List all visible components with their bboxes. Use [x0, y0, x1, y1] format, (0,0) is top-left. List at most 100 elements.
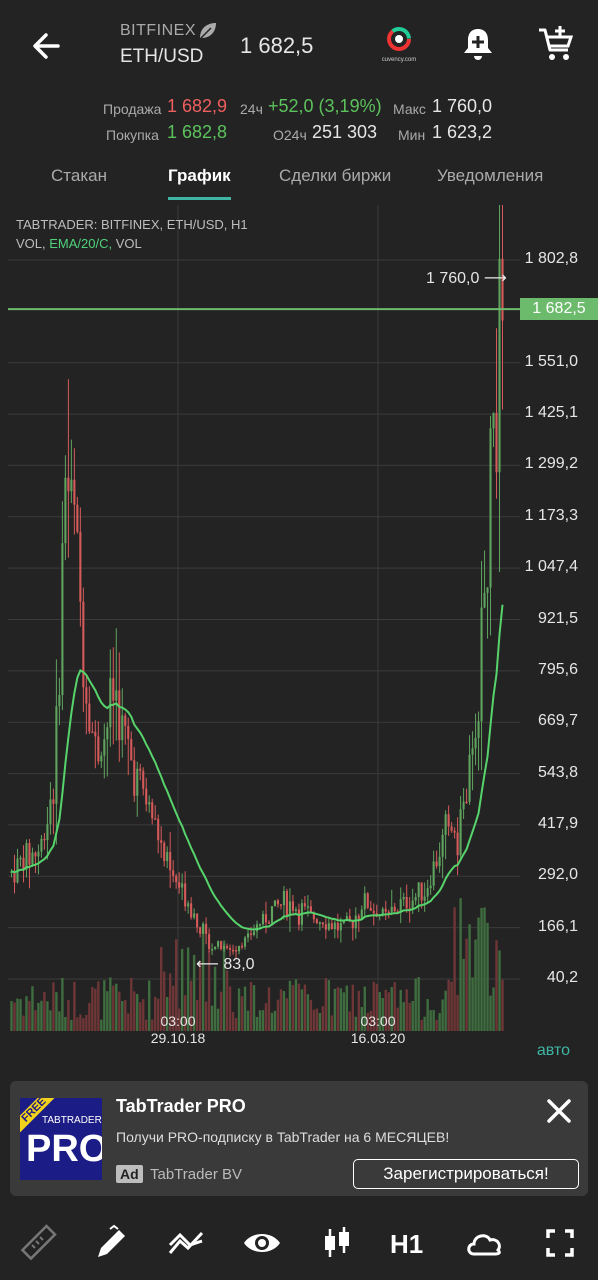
candle-body: [67, 477, 70, 492]
cuvency-logo[interactable]: cuvency.com: [378, 24, 420, 66]
volume-bar: [186, 947, 190, 1031]
y-tick-label: 1 173,3: [524, 506, 578, 524]
volume-bar: [213, 966, 217, 1031]
volume-bar: [486, 922, 489, 1031]
close-icon[interactable]: [543, 1095, 575, 1127]
candle-body: [480, 607, 483, 722]
y-tick-label: 921,5: [537, 609, 578, 627]
volume-bar: [79, 1014, 82, 1031]
cuvency-logo-icon: cuvency.com: [382, 27, 416, 63]
ad-banner[interactable]: FREE TABTRADER PRO TabTrader PRO Получи …: [10, 1081, 588, 1196]
candle-body: [184, 883, 187, 907]
exchange-name[interactable]: BITFINEX: [120, 22, 197, 39]
volume-bar: [261, 1010, 265, 1031]
auto-scale-button[interactable]: авто: [536, 1042, 570, 1059]
volume-bar: [58, 1011, 61, 1031]
min-price-marker: ⟵ 83,0: [196, 956, 255, 973]
volume-bar: [19, 999, 22, 1031]
x-tick-label: 03:00 29.10.18: [138, 1013, 218, 1047]
volume-bar: [459, 898, 462, 1031]
candle-body: [420, 882, 423, 901]
volume-bar: [492, 987, 495, 1031]
volume-bar: [148, 980, 151, 1031]
volume-bar: [327, 980, 331, 1031]
candle-body: [249, 933, 253, 935]
candles-icon[interactable]: [318, 1223, 358, 1263]
volume-bar: [249, 981, 253, 1031]
volume-bar: [387, 992, 390, 1031]
candle-body: [79, 531, 82, 602]
volume-bar: [252, 985, 256, 1031]
pair-name[interactable]: ETH/USD: [120, 46, 204, 67]
volume-bar: [192, 954, 196, 1031]
volume-bar: [165, 996, 169, 1031]
tab-orderbook[interactable]: Стакан: [51, 166, 107, 185]
volume-bar: [189, 980, 193, 1031]
y-tick-label: 1 425,1: [524, 404, 578, 422]
candle-body: [255, 924, 259, 932]
volume-bar: [201, 923, 205, 1031]
volume-bar: [315, 1008, 319, 1031]
candle-body: [226, 946, 229, 949]
candle-body: [61, 543, 64, 696]
candle-body: [190, 903, 193, 918]
add-alert-bell-icon[interactable]: [460, 26, 496, 62]
volume-bar: [40, 1000, 43, 1031]
fullscreen-icon[interactable]: [540, 1223, 580, 1263]
tab-alerts[interactable]: Уведомления: [437, 166, 544, 185]
volume-bar: [498, 950, 501, 1031]
candle-body: [136, 768, 139, 796]
candle-body: [417, 882, 420, 898]
volume-bar: [136, 994, 139, 1031]
pencil-icon[interactable]: [92, 1223, 132, 1263]
y-tick-label: 166,1: [537, 917, 578, 935]
candle-body: [309, 906, 312, 913]
candle-body: [441, 834, 444, 857]
volume-bar: [435, 1019, 438, 1031]
price-chart[interactable]: TABTRADER: BITFINEX, ETH/USD, H1 VOL, EM…: [0, 205, 598, 1075]
candle-body: [157, 818, 160, 841]
volume-bar: [450, 981, 453, 1031]
x-tick-date: 29.10.18: [150, 1030, 206, 1046]
candle-body: [25, 843, 28, 870]
candle-body: [498, 258, 501, 473]
volume-bar: [483, 907, 486, 1031]
ruler-icon[interactable]: [18, 1223, 58, 1263]
chart-canvas[interactable]: [0, 205, 598, 1075]
legend-vol: VOL,: [16, 236, 46, 251]
candle-body: [94, 731, 97, 737]
ad-register-button[interactable]: Зарегистрироваться!: [353, 1159, 579, 1189]
back-arrow-icon[interactable]: [28, 26, 68, 66]
volume-bar: [118, 991, 121, 1031]
volume-bar: [378, 992, 381, 1031]
candle-body: [411, 900, 414, 910]
legend-vol2: VOL: [115, 236, 142, 251]
volume-bar: [330, 1015, 334, 1031]
volume-bar: [390, 987, 393, 1031]
candle-body: [175, 875, 178, 883]
buy-label: Покупка: [106, 127, 159, 143]
tab-chart[interactable]: График: [168, 166, 231, 185]
add-to-cart-icon[interactable]: [536, 24, 576, 64]
candle-body: [163, 842, 166, 861]
candle-body: [193, 913, 196, 918]
cloud-icon[interactable]: [464, 1223, 504, 1263]
tab-trades[interactable]: Сделки биржи: [279, 166, 392, 185]
candle-body: [43, 838, 46, 841]
eye-icon[interactable]: [242, 1223, 282, 1263]
top-bar: BITFINEX ETH/USD 1 682,5 cuvency.com: [0, 0, 598, 92]
volume-bar: [258, 1010, 262, 1031]
max-value: 1 760,0: [432, 96, 493, 116]
candle-body: [85, 687, 88, 704]
volume-bar: [489, 995, 492, 1031]
candle-body: [336, 922, 339, 931]
volume-bar: [471, 977, 474, 1031]
volume-bar: [183, 995, 187, 1031]
candle-body: [312, 912, 315, 920]
candle-body: [276, 900, 280, 905]
indicator-icon[interactable]: [166, 1223, 206, 1263]
change-label: 24ч: [240, 101, 263, 117]
candle-body: [148, 802, 151, 805]
timeframe-button[interactable]: H1: [390, 1229, 424, 1259]
candle-body: [49, 799, 52, 825]
